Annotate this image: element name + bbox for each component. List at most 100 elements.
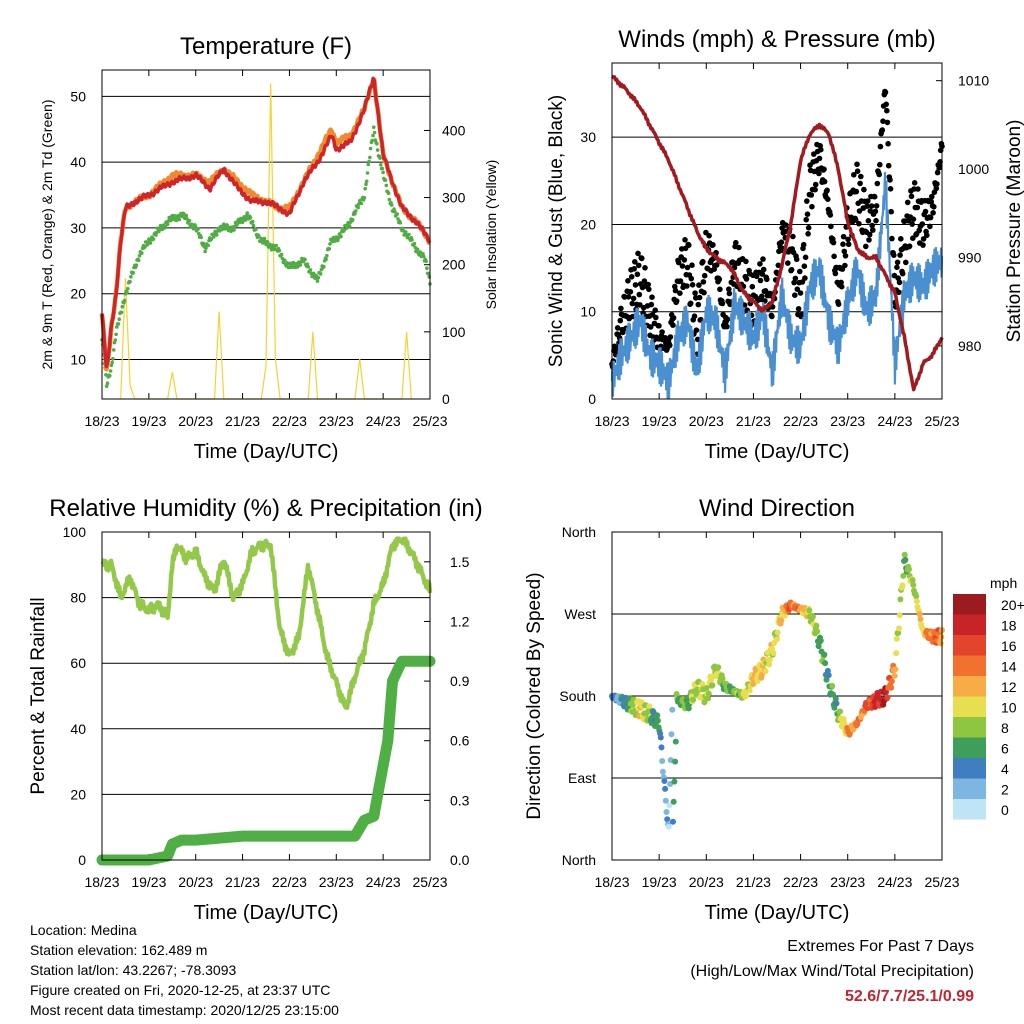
gust-point xyxy=(830,239,837,246)
extremes-box: Extremes For Past 7 Days (High/Low/Max W… xyxy=(690,934,974,1009)
gust-point xyxy=(757,261,763,267)
y2-tick-label: 0.6 xyxy=(450,733,470,749)
x-tick-label: 18/23 xyxy=(84,413,119,429)
dewpoint-point xyxy=(407,232,411,237)
gust-point xyxy=(922,208,929,215)
dewpoint-point xyxy=(109,363,114,368)
location-text: Location: Medina xyxy=(30,922,137,938)
panel-humidity: Relative Humidity (%) & Precipitation (i… xyxy=(28,495,483,924)
gust-point xyxy=(797,290,804,296)
direction-point xyxy=(669,706,676,713)
gust-point xyxy=(910,216,917,222)
gust-point xyxy=(816,170,822,177)
gust-point xyxy=(802,254,809,261)
gust-point xyxy=(816,155,823,162)
gust-point xyxy=(629,300,636,307)
legend-label: 0 xyxy=(1001,802,1009,818)
gust-point xyxy=(882,89,889,96)
gust-point xyxy=(877,161,883,168)
dewpoint-point xyxy=(364,182,368,186)
direction-point xyxy=(822,660,829,667)
gust-point xyxy=(803,216,809,223)
gust-point xyxy=(682,237,688,243)
dewpoint-point xyxy=(322,264,326,269)
x-tick-label: 19/23 xyxy=(642,413,677,429)
direction-point xyxy=(672,738,679,745)
gust-point xyxy=(724,316,731,323)
dewpoint-point xyxy=(306,265,311,269)
dewpoint-point xyxy=(372,125,376,129)
dewpoint-point xyxy=(421,252,425,256)
dewpoint-point xyxy=(387,197,392,202)
dewpoint-point xyxy=(316,275,321,280)
direction-point xyxy=(832,695,839,702)
x-tick-label: 25/23 xyxy=(412,413,447,429)
dewpoint-point xyxy=(116,322,121,326)
y-tick-label: South xyxy=(559,688,596,704)
dewpoint-point xyxy=(111,357,115,361)
y2-tick-label: 100 xyxy=(442,324,466,340)
gust-point xyxy=(865,198,871,204)
dewpoint-point xyxy=(265,240,270,244)
direction-point xyxy=(705,695,712,702)
gust-point xyxy=(689,262,695,269)
gust-point xyxy=(617,317,624,324)
dewpoint-point xyxy=(365,171,370,175)
gust-point xyxy=(778,239,785,245)
gust-point xyxy=(909,221,915,227)
gust-point xyxy=(613,344,620,351)
dewpoint-point xyxy=(366,162,371,167)
gust-point xyxy=(853,188,860,195)
dewpoint-point xyxy=(383,178,388,182)
dewpoint-point xyxy=(184,213,189,218)
dewpoint-point xyxy=(105,381,110,386)
gust-point xyxy=(762,288,769,294)
dewpoint-point xyxy=(380,166,385,171)
y-tick-label: East xyxy=(568,770,596,786)
gust-point xyxy=(885,141,891,147)
y-axis-label: Percent & Total Rainfall xyxy=(28,597,49,794)
direction-point xyxy=(938,634,945,640)
gust-point xyxy=(856,220,862,227)
dewpoint-point xyxy=(393,210,397,214)
gust-point xyxy=(675,259,682,266)
direction-point xyxy=(654,712,661,719)
gust-point xyxy=(790,233,796,240)
dewpoint-point xyxy=(120,304,125,309)
gust-point xyxy=(874,180,881,187)
gust-point xyxy=(916,227,922,234)
direction-point xyxy=(913,598,920,605)
dewpoint-point xyxy=(274,243,279,248)
gust-point xyxy=(898,236,904,242)
dewpoint-point xyxy=(151,237,156,241)
legend-swatch xyxy=(953,655,986,676)
gust-point xyxy=(812,181,819,188)
x-tick-label: 21/23 xyxy=(736,413,771,429)
y-tick-label: 50 xyxy=(70,88,86,104)
gust-point xyxy=(866,237,872,243)
latlon-text: Station lat/lon: 43.2267; -78.3093 xyxy=(30,962,237,978)
dewpoint-point xyxy=(262,236,267,241)
direction-point xyxy=(814,628,821,635)
dewpoint-point xyxy=(336,238,340,243)
dewpoint-point xyxy=(359,201,364,206)
gust-point xyxy=(805,231,811,237)
dewpoint-point xyxy=(315,279,320,283)
gust-point xyxy=(915,186,921,192)
direction-point xyxy=(746,687,753,694)
dewpoint-point xyxy=(395,212,400,216)
y2-tick-label: 1000 xyxy=(958,161,989,177)
created-text: Figure created on Fri, 2020-12-25, at 23… xyxy=(30,982,331,998)
dewpoint-point xyxy=(257,234,261,239)
dewpoint-point xyxy=(367,159,371,164)
dewpoint-point xyxy=(392,207,396,211)
legend-swatch xyxy=(953,614,986,635)
direction-point xyxy=(774,629,781,636)
direction-point xyxy=(701,699,708,706)
gust-point xyxy=(899,270,906,277)
dewpoint-point xyxy=(398,220,403,225)
gust-point xyxy=(696,282,702,288)
direction-point xyxy=(661,778,668,784)
dewpoint-point xyxy=(410,238,414,242)
gust-point xyxy=(903,259,909,266)
